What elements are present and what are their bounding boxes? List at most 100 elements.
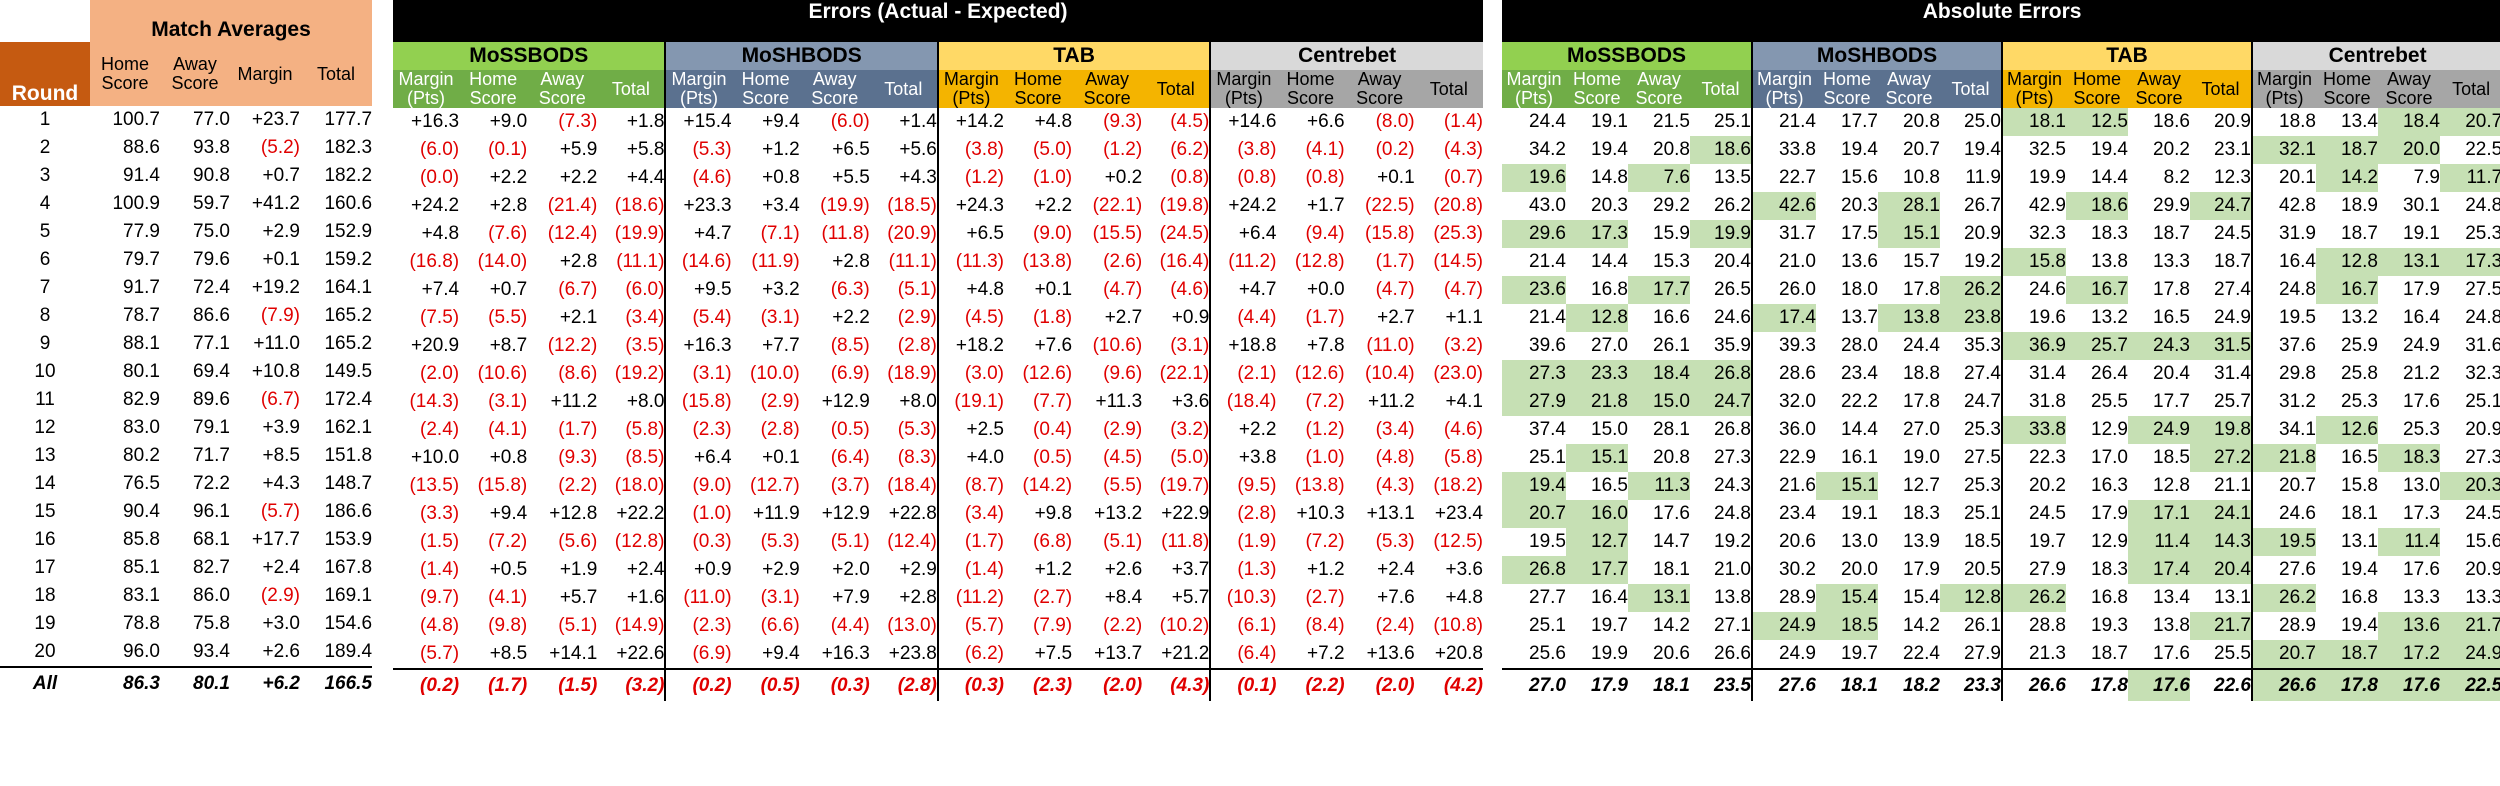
value-cell: 21.2: [2403, 363, 2440, 384]
value-cell: (5.1): [897, 279, 937, 300]
avg-value: 75.0: [193, 221, 230, 242]
value-cell: (0.3): [664, 528, 732, 556]
round-number: 8: [39, 305, 51, 326]
value-cell: (11.3): [936, 248, 1004, 276]
value-cell: 21.0: [1714, 559, 1751, 580]
value-cell: +24.2: [1209, 192, 1277, 220]
value-cell: 25.8: [2341, 363, 2378, 384]
value-cell: (11.8): [821, 223, 870, 244]
value-cell: 27.1: [1714, 615, 1751, 636]
value-cell: 15.1: [1816, 472, 1878, 500]
value-cell: (2.3): [664, 416, 732, 444]
table-row: 21.4 12.8 16.6 24.6 17.4 13.7 13.8 23.8 19.6 13.2…: [1502, 304, 2500, 332]
value-cell: 37.4: [1529, 419, 1566, 440]
value-cell: 15.8: [2341, 475, 2378, 496]
all-value-cell: (4.2): [1443, 674, 1483, 696]
value-cell: 24.9: [2214, 307, 2251, 328]
value-cell: 21.4: [1529, 307, 1566, 328]
value-cell: (2.8): [1209, 500, 1277, 528]
value-cell: (10.6): [477, 363, 528, 384]
value-cell: 24.5: [2214, 223, 2251, 244]
table-row: 8 78.7 86.6 (7.9) 165.2: [0, 302, 372, 330]
value-cell: (3.1): [488, 391, 528, 412]
avg-all-value: 86.3: [123, 672, 160, 694]
value-cell: +2.9: [899, 559, 937, 580]
value-cell: 15.6: [1841, 167, 1878, 188]
value-cell: (4.1): [488, 419, 528, 440]
all-value-cell: (2.0): [1375, 674, 1415, 696]
value-cell: 25.3: [2341, 391, 2378, 412]
value-cell: 25.5: [2214, 643, 2251, 664]
value-cell: (5.0): [1170, 447, 1210, 468]
value-cell: 16.8: [1591, 279, 1628, 300]
avg-value: 59.7: [193, 193, 230, 214]
value-cell: 12.8: [2316, 248, 2378, 276]
value-cell: 20.7: [2440, 108, 2500, 136]
value-cell: +0.1: [1377, 167, 1415, 188]
avg-value: +41.2: [251, 193, 300, 214]
value-cell: +1.2: [1034, 559, 1073, 580]
value-cell: +5.5: [832, 167, 870, 188]
value-cell: 13.1: [2214, 587, 2251, 608]
value-cell: (9.0): [664, 472, 732, 500]
avg-value: 164.1: [324, 277, 373, 298]
blank-cell: [0, 0, 90, 42]
sub-column-header: Margin (Pts): [664, 70, 732, 108]
avg-column-header: Total: [300, 42, 373, 106]
value-cell: +9.0: [489, 111, 528, 132]
avg-value: 93.4: [193, 641, 230, 662]
table-row: 1 100.7 77.0 +23.7 177.7: [0, 106, 372, 134]
value-cell: 21.4: [1751, 108, 1816, 136]
value-cell: 21.7: [2190, 612, 2252, 640]
value-cell: +22.2: [616, 503, 665, 524]
value-cell: +1.7: [1307, 195, 1345, 216]
value-cell: (3.1): [664, 360, 732, 388]
value-cell: (20.8): [1433, 195, 1483, 216]
value-cell: 18.6: [1690, 136, 1752, 164]
value-cell: +8.4: [1104, 587, 1143, 608]
value-cell: 19.2: [1714, 531, 1751, 552]
avg-value: 165.2: [324, 305, 373, 326]
value-cell: (5.7): [420, 643, 460, 664]
value-cell: (5.6): [558, 531, 598, 552]
value-cell: 17.7: [1841, 111, 1878, 132]
value-cell: +13.6: [1366, 643, 1415, 664]
value-cell: 20.8: [1903, 111, 1940, 132]
table-row: 18 83.1 86.0 (2.9) 169.1: [0, 582, 372, 610]
value-cell: 27.6: [2251, 556, 2316, 584]
value-cell: (12.4): [547, 223, 598, 244]
avg-value: 82.9: [123, 389, 160, 410]
avg-value: 78.8: [123, 613, 160, 634]
value-cell: +4.8: [936, 276, 1004, 304]
avg-value: 153.9: [324, 529, 373, 550]
value-cell: 26.2: [2251, 584, 2316, 612]
value-cell: +4.8: [1445, 587, 1483, 608]
avg-all-value: +6.2: [262, 672, 300, 694]
value-cell: 26.8: [1714, 419, 1751, 440]
value-cell: 17.4: [1751, 304, 1816, 332]
value-cell: 8.2: [2163, 167, 2190, 188]
value-cell: (9.6): [1103, 363, 1143, 384]
value-cell: +8.7: [489, 335, 528, 356]
value-cell: +10.3: [1296, 503, 1345, 524]
value-cell: 29.6: [1502, 220, 1566, 248]
value-cell: 23.4: [1751, 500, 1816, 528]
all-value-cell: (2.8): [897, 674, 937, 696]
avg-value: 100.7: [112, 109, 160, 130]
avg-value: 159.2: [324, 249, 373, 270]
value-cell: (5.1): [830, 531, 870, 552]
table-row: 34.2 19.4 20.8 18.6 33.8 19.4 20.7 19.4 32.5 19.4…: [1502, 136, 2500, 164]
table-row: +10.0 +0.8 (9.3) (8.5) +6.4 +0.1 (6.4) (8.3) +4.…: [393, 444, 1483, 472]
sub-column-header: Total: [869, 70, 938, 108]
sub-column-header: Home Score: [1566, 70, 1628, 108]
value-cell: 28.8: [2001, 612, 2066, 640]
value-cell: 18.7: [2316, 136, 2378, 164]
value-cell: 28.1: [1653, 419, 1690, 440]
value-cell: 20.7: [1903, 139, 1940, 160]
value-cell: (5.4): [664, 304, 732, 332]
value-cell: (2.4): [420, 419, 460, 440]
value-cell: 18.3: [1903, 503, 1940, 524]
value-cell: (6.2): [936, 640, 1004, 669]
value-cell: (2.2): [1103, 615, 1143, 636]
avg-value: 83.0: [123, 417, 160, 438]
